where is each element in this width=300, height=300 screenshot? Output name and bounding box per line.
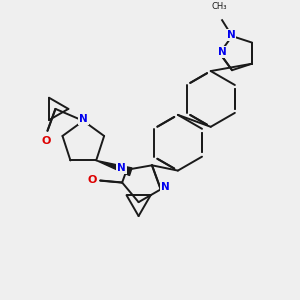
Text: O: O [88,175,97,184]
Text: CH₃: CH₃ [212,2,227,11]
Text: N: N [227,30,236,40]
Polygon shape [96,160,132,175]
Text: N: N [79,114,88,124]
Text: N: N [117,163,126,173]
Text: O: O [42,136,51,146]
Text: N: N [218,47,227,57]
Text: N: N [161,182,170,192]
